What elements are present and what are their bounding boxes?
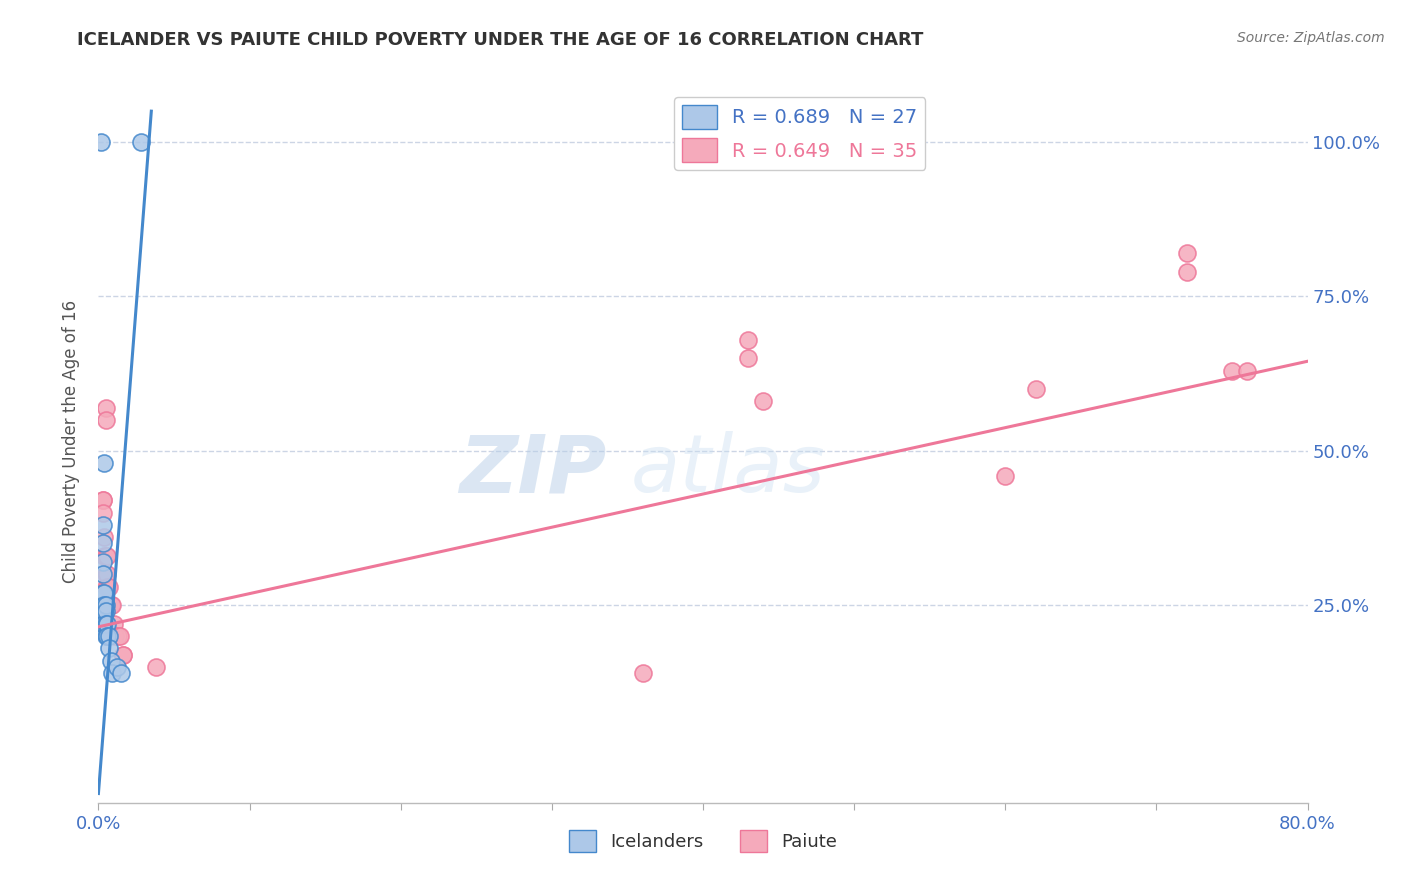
Point bbox=[91, 493, 114, 508]
Point bbox=[93, 549, 115, 563]
Point bbox=[96, 567, 118, 582]
Point bbox=[93, 530, 115, 544]
Point bbox=[1220, 363, 1243, 377]
Point bbox=[107, 629, 129, 643]
Point bbox=[96, 629, 118, 643]
Point bbox=[93, 598, 115, 612]
Point bbox=[91, 604, 114, 618]
Point bbox=[96, 616, 118, 631]
Point bbox=[94, 401, 117, 415]
Point bbox=[94, 598, 117, 612]
Point bbox=[994, 468, 1017, 483]
Point bbox=[101, 666, 124, 681]
Text: ICELANDER VS PAIUTE CHILD POVERTY UNDER THE AGE OF 16 CORRELATION CHART: ICELANDER VS PAIUTE CHILD POVERTY UNDER … bbox=[77, 31, 924, 49]
Point bbox=[108, 629, 131, 643]
Text: Source: ZipAtlas.com: Source: ZipAtlas.com bbox=[1237, 31, 1385, 45]
Point bbox=[91, 598, 114, 612]
Point bbox=[94, 580, 117, 594]
Text: atlas: atlas bbox=[630, 432, 825, 509]
Point bbox=[98, 580, 121, 594]
Point bbox=[100, 654, 122, 668]
Point bbox=[91, 586, 114, 600]
Point bbox=[1175, 246, 1198, 260]
Point bbox=[111, 648, 134, 662]
Point bbox=[93, 616, 115, 631]
Point bbox=[105, 660, 128, 674]
Point bbox=[1236, 363, 1258, 377]
Point bbox=[737, 351, 759, 366]
Point bbox=[98, 641, 121, 656]
Point bbox=[101, 598, 124, 612]
Point bbox=[91, 555, 114, 569]
Point bbox=[103, 616, 125, 631]
Point bbox=[96, 549, 118, 563]
Point bbox=[145, 660, 167, 674]
Text: ZIP: ZIP bbox=[458, 432, 606, 509]
Point bbox=[96, 598, 118, 612]
Point bbox=[93, 586, 115, 600]
Point bbox=[96, 580, 118, 594]
Point bbox=[94, 549, 117, 563]
Point bbox=[93, 456, 115, 470]
Point bbox=[1175, 265, 1198, 279]
Point bbox=[91, 493, 114, 508]
Point bbox=[94, 413, 117, 427]
Point bbox=[100, 598, 122, 612]
Y-axis label: Child Poverty Under the Age of 16: Child Poverty Under the Age of 16 bbox=[62, 300, 80, 583]
Point bbox=[752, 394, 775, 409]
Point bbox=[631, 666, 654, 681]
Point bbox=[111, 648, 134, 662]
Point bbox=[91, 517, 114, 532]
Point bbox=[98, 629, 121, 643]
Point bbox=[737, 333, 759, 347]
Point bbox=[91, 567, 114, 582]
Point bbox=[91, 536, 114, 550]
Point bbox=[94, 616, 117, 631]
Point bbox=[94, 567, 117, 582]
Point bbox=[91, 506, 114, 520]
Point bbox=[93, 604, 115, 618]
Point bbox=[94, 629, 117, 643]
Point bbox=[94, 604, 117, 618]
Legend: Icelanders, Paiute: Icelanders, Paiute bbox=[561, 822, 845, 859]
Point bbox=[98, 598, 121, 612]
Point bbox=[110, 666, 132, 681]
Point bbox=[104, 629, 127, 643]
Point bbox=[90, 135, 112, 149]
Point bbox=[1024, 382, 1046, 396]
Point bbox=[91, 616, 114, 631]
Point bbox=[129, 135, 152, 149]
